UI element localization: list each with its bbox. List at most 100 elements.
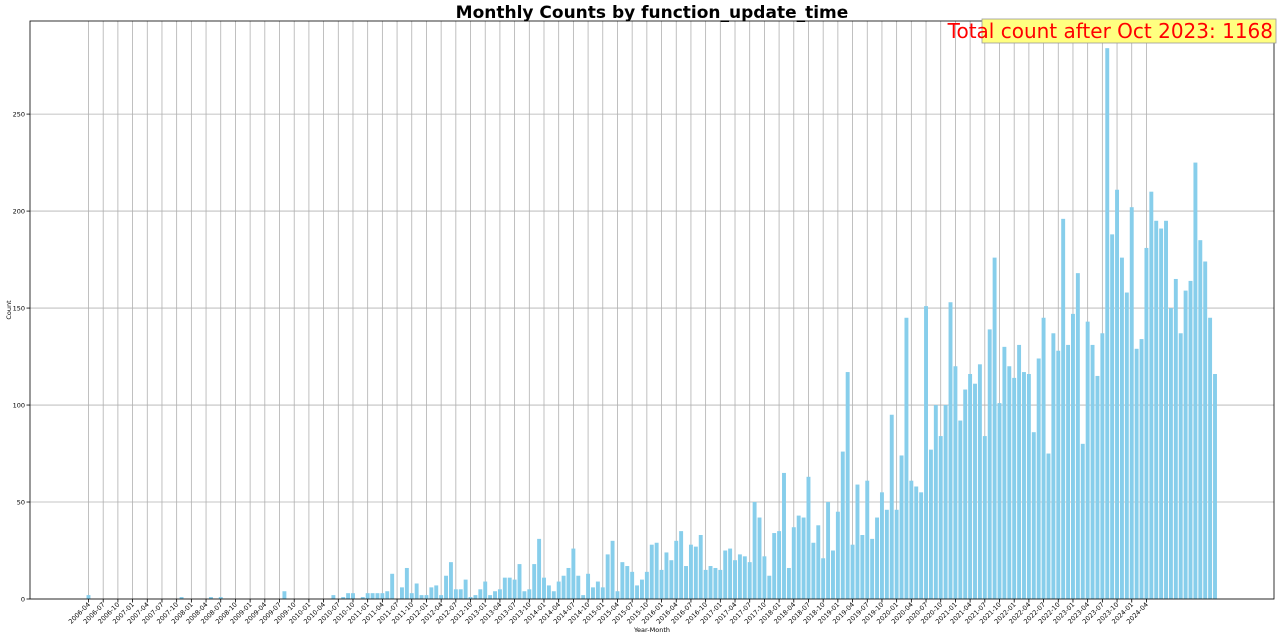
bar [483, 581, 488, 599]
bar [542, 577, 546, 599]
bar [1173, 278, 1178, 599]
bar [831, 550, 835, 599]
bar [1012, 377, 1017, 599]
bar [218, 597, 223, 599]
bar [742, 556, 747, 599]
bar [400, 587, 404, 599]
bar [537, 538, 542, 599]
bar [659, 569, 664, 599]
bar [385, 591, 390, 599]
bar [351, 593, 355, 599]
bar [600, 587, 605, 599]
bar [1007, 366, 1012, 599]
bar [375, 593, 380, 599]
bar [1110, 234, 1115, 599]
chart-title: Monthly Counts by function_update_time [456, 3, 849, 23]
bar [380, 593, 385, 599]
bar [850, 544, 855, 599]
bar [346, 593, 351, 599]
bar [208, 597, 213, 599]
bar [615, 591, 620, 599]
bar [458, 589, 463, 599]
bar [341, 597, 346, 599]
bar [772, 533, 777, 599]
bar [865, 480, 870, 599]
bar [879, 492, 884, 599]
bar [703, 569, 708, 599]
bar [1095, 375, 1100, 599]
bar [1124, 292, 1129, 599]
bar [811, 542, 816, 599]
bar [654, 542, 659, 599]
bar [938, 436, 943, 599]
bar [635, 585, 640, 599]
bar [370, 593, 375, 599]
bar [1164, 220, 1168, 600]
bar [909, 480, 914, 599]
bar [1002, 346, 1007, 599]
bar [894, 509, 899, 599]
bar [698, 534, 703, 599]
bar [723, 550, 728, 599]
bar [649, 544, 654, 599]
bar [904, 317, 909, 599]
bar [625, 566, 630, 599]
bar [684, 566, 688, 599]
bar [644, 571, 649, 599]
bar [860, 534, 865, 599]
y-tick-label: 200 [13, 207, 25, 215]
bar [331, 595, 336, 599]
bar [786, 567, 791, 599]
bar [875, 517, 880, 599]
bar [630, 571, 635, 599]
bar [963, 389, 968, 599]
bar [733, 560, 737, 599]
bar [1119, 257, 1124, 599]
bar [453, 589, 458, 599]
bar [693, 546, 698, 599]
bar [1100, 333, 1105, 599]
bar [179, 597, 184, 599]
bar [752, 502, 757, 599]
bar [566, 567, 571, 599]
bar [924, 306, 928, 599]
bar [757, 517, 762, 599]
bars [86, 48, 1217, 600]
bar [1154, 220, 1159, 600]
bar [1061, 218, 1066, 599]
total-count-annotation: Total count after Oct 2023: 1168 [947, 18, 1277, 44]
bar [448, 562, 453, 599]
bar [546, 585, 551, 599]
bar [591, 587, 595, 599]
bar [365, 593, 370, 599]
bar [507, 577, 512, 599]
bar [953, 366, 958, 599]
y-axis-label: Count [5, 300, 13, 320]
bar [561, 575, 566, 599]
bar [914, 486, 919, 599]
bar [414, 583, 419, 599]
bar [1090, 344, 1095, 599]
bar [473, 595, 478, 599]
x-axis-label: Year-Month [633, 626, 670, 634]
bar [517, 564, 522, 599]
bar [968, 374, 973, 599]
bar [493, 591, 497, 599]
bar [669, 560, 674, 599]
bar [419, 595, 424, 599]
bar [973, 383, 977, 599]
bar [767, 575, 772, 599]
bar [595, 581, 600, 599]
bar [488, 595, 493, 599]
bar [404, 567, 409, 599]
bar [840, 451, 845, 599]
y-axis-ticks: 0 50 100 150 200 250 [13, 110, 30, 603]
bar [889, 414, 894, 599]
grid-lines [30, 21, 1274, 600]
bar [1208, 317, 1213, 599]
bar [86, 595, 91, 599]
bar [1036, 358, 1041, 599]
bar [1115, 189, 1120, 599]
bar [958, 420, 963, 599]
